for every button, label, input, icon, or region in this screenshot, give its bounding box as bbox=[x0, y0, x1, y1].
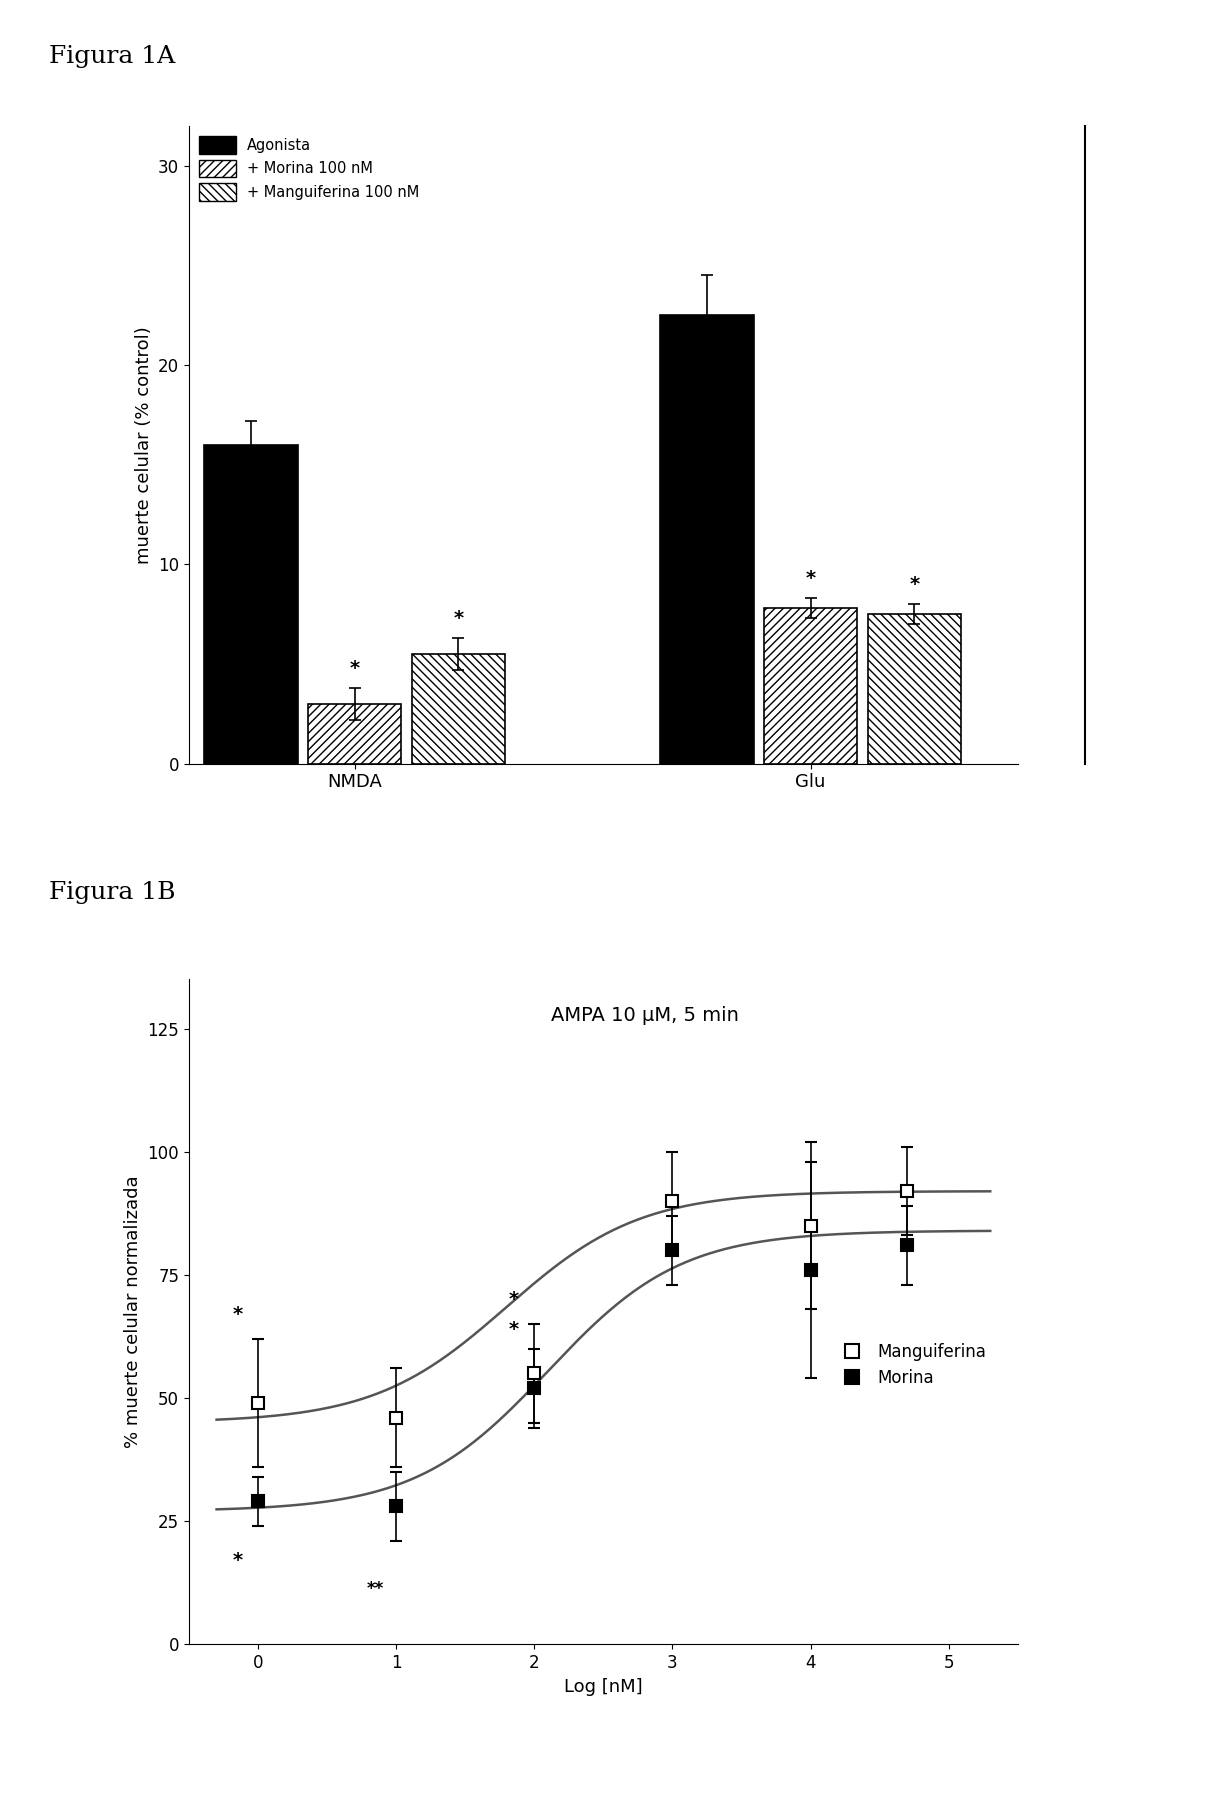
Bar bbox=[764, 607, 857, 764]
Y-axis label: muerte celular (% control): muerte celular (% control) bbox=[134, 325, 152, 564]
Text: Figura 1B: Figura 1B bbox=[49, 881, 176, 904]
Text: *: * bbox=[233, 1551, 243, 1569]
Text: *: * bbox=[806, 570, 816, 588]
Text: *: * bbox=[508, 1321, 518, 1339]
Text: *: * bbox=[350, 659, 360, 677]
Text: **: ** bbox=[367, 1580, 384, 1598]
Bar bbox=[661, 314, 753, 764]
Bar bbox=[308, 704, 401, 764]
Legend: Agonista, + Morina 100 nM, + Manguiferina 100 nM: Agonista, + Morina 100 nM, + Manguiferin… bbox=[196, 133, 423, 203]
Text: *: * bbox=[909, 575, 919, 595]
Text: AMPA 10 μM, 5 min: AMPA 10 μM, 5 min bbox=[551, 1006, 739, 1024]
Bar bbox=[205, 446, 297, 764]
Text: *: * bbox=[233, 1305, 243, 1324]
Bar bbox=[868, 615, 961, 764]
Text: Figura 1A: Figura 1A bbox=[49, 45, 176, 68]
X-axis label: Log [nM]: Log [nM] bbox=[564, 1678, 642, 1696]
Bar bbox=[412, 654, 505, 764]
Y-axis label: % muerte celular normalizada: % muerte celular normalizada bbox=[124, 1175, 141, 1448]
Legend: Manguiferina, Morina: Manguiferina, Morina bbox=[833, 1337, 993, 1394]
Text: *: * bbox=[508, 1290, 518, 1310]
Text: *: * bbox=[453, 609, 463, 629]
